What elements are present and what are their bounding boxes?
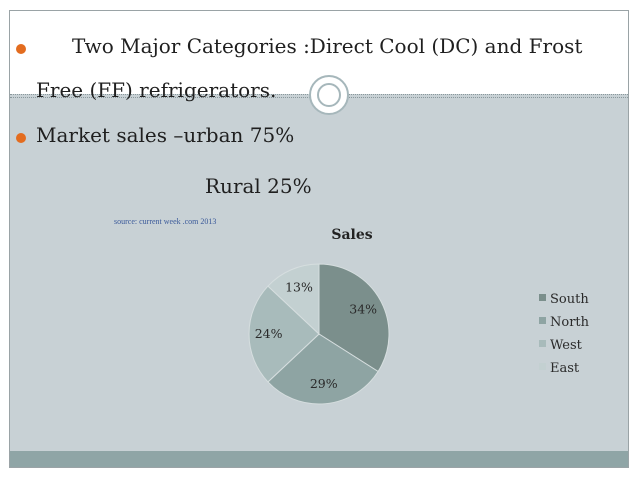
source-note: source: current week .com 2013 bbox=[114, 217, 217, 226]
legend-swatch-north bbox=[539, 317, 546, 324]
ring-ornament-icon bbox=[309, 75, 349, 115]
pie-slices bbox=[248, 263, 390, 405]
bullet-dot-icon bbox=[16, 133, 26, 143]
chart-title: Sales bbox=[331, 227, 372, 243]
data-label-north: 29% bbox=[310, 376, 338, 391]
chart-legend: South North West East bbox=[539, 292, 590, 376]
bullet-market-sales: Market sales –urban 75% bbox=[36, 123, 295, 147]
legend-label-east: East bbox=[550, 361, 580, 376]
pie-slice-east bbox=[267, 263, 320, 336]
footer-band bbox=[10, 451, 628, 467]
data-label-south: 34% bbox=[349, 302, 377, 317]
bullet-categories-line1: Two Major Categories :Direct Cool (DC) a… bbox=[72, 34, 583, 58]
ring-inner-icon bbox=[317, 83, 341, 107]
legend-swatch-south bbox=[539, 294, 546, 301]
pie-labels: 34% 29% 24% 13% bbox=[255, 280, 377, 391]
rural-share: Rural 25% bbox=[205, 174, 312, 198]
bullet-dot-icon bbox=[16, 44, 26, 54]
pie-slice-north bbox=[267, 333, 379, 405]
legend-swatch-east bbox=[539, 363, 546, 370]
pie-slice-west bbox=[248, 285, 320, 383]
bullet-categories-line2: Free (FF) refrigerators. bbox=[36, 78, 277, 102]
data-label-east: 13% bbox=[285, 280, 313, 295]
legend-swatch-west bbox=[539, 340, 546, 347]
legend-label-west: West bbox=[550, 338, 583, 353]
legend-label-south: South bbox=[550, 292, 589, 307]
legend-label-north: North bbox=[550, 315, 590, 330]
data-label-west: 24% bbox=[255, 326, 283, 341]
